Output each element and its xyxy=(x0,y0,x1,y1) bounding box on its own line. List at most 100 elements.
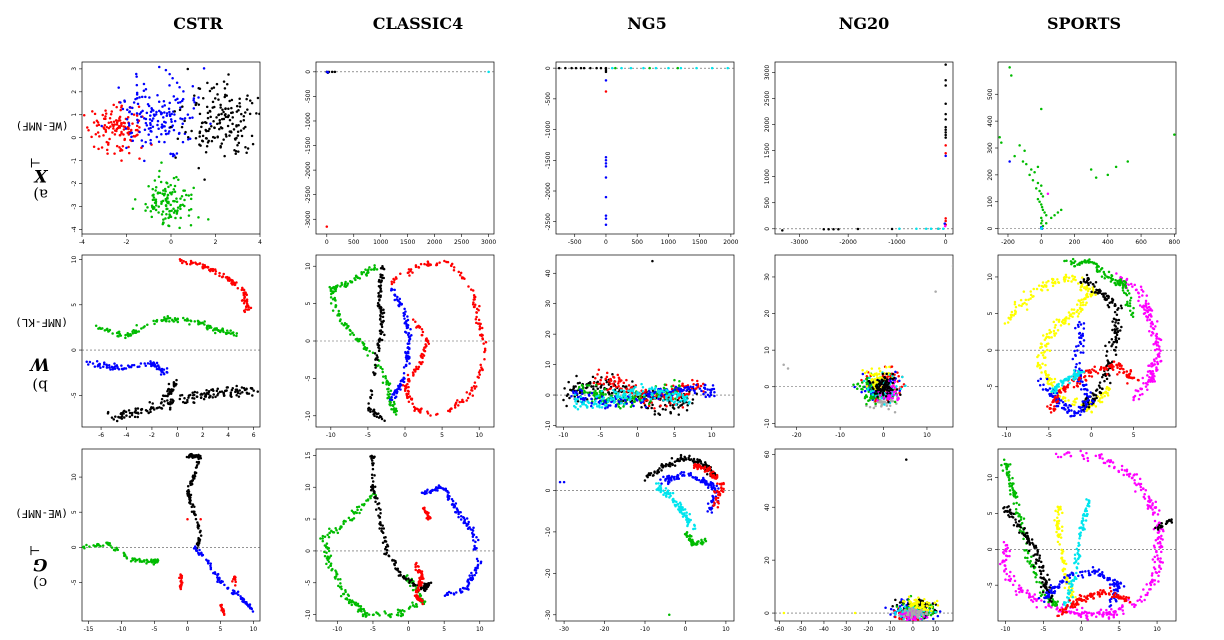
scatter-point xyxy=(105,363,108,367)
scatter-point xyxy=(1048,387,1052,390)
scatter-point xyxy=(879,394,882,397)
scatter-point xyxy=(1066,406,1070,409)
scatter-point xyxy=(881,388,885,392)
scatter-point xyxy=(868,376,871,380)
scatter-point xyxy=(589,382,592,385)
scatter-point xyxy=(144,95,147,99)
scatter-point xyxy=(405,319,408,323)
scatter-point xyxy=(934,290,937,293)
scatter-point xyxy=(109,544,112,547)
scatter-point xyxy=(145,124,149,127)
scatter-point xyxy=(1070,308,1074,311)
scatter-point xyxy=(201,263,205,266)
y-tick-label: -5 xyxy=(987,384,994,390)
scatter-point xyxy=(657,397,660,401)
scatter-point xyxy=(405,386,408,389)
scatter-point xyxy=(595,395,598,399)
scatter-point xyxy=(82,545,84,549)
scatter-point xyxy=(218,580,222,584)
scatter-point xyxy=(219,145,222,148)
scatter-point xyxy=(475,315,478,319)
scatter-point xyxy=(149,114,152,117)
scatter-point xyxy=(205,558,208,561)
scatter-point xyxy=(457,404,460,407)
scatter-point xyxy=(248,112,252,116)
y-tick-label: 500 xyxy=(764,197,771,209)
scatter-point xyxy=(1115,272,1118,275)
scatter-point xyxy=(424,343,427,346)
points-layer xyxy=(775,264,953,414)
scatter-point xyxy=(1098,291,1102,294)
scatter-point xyxy=(1051,384,1054,387)
scatter-point xyxy=(406,378,410,381)
scatter-point xyxy=(417,365,421,369)
scatter-point xyxy=(373,373,376,377)
scatter-point xyxy=(1150,334,1153,337)
x-tick-label: 2500 xyxy=(454,239,469,246)
scatter-point xyxy=(624,399,627,402)
scatter-point xyxy=(180,125,184,129)
scatter-point xyxy=(1036,165,1040,169)
scatter-point xyxy=(267,116,270,119)
scatter-point xyxy=(1081,303,1085,307)
scatter-point xyxy=(1039,377,1043,381)
scatter-point xyxy=(171,191,174,194)
scatter-point xyxy=(687,402,691,405)
scatter-point xyxy=(1052,380,1056,384)
scatter-point xyxy=(383,333,386,337)
scatter-point xyxy=(194,136,198,140)
scatter-point xyxy=(389,389,393,393)
y-tick-label: 400 xyxy=(987,115,994,127)
scatter-point xyxy=(246,94,249,97)
scatter-point xyxy=(1084,403,1088,406)
scatter-point xyxy=(130,413,134,417)
scatter-point xyxy=(602,402,605,405)
scatter-point xyxy=(239,597,243,601)
scatter-point xyxy=(135,114,139,117)
scatter-point xyxy=(672,401,676,404)
scatter-point xyxy=(1098,386,1102,389)
scatter-point xyxy=(123,137,127,141)
scatter-point xyxy=(419,262,423,266)
scatter-point xyxy=(1054,395,1057,399)
scatter-point xyxy=(160,370,163,373)
scatter-point xyxy=(360,272,364,276)
scatter-point xyxy=(1143,311,1147,315)
scatter-point xyxy=(191,475,195,478)
scatter-point xyxy=(159,111,163,114)
scatter-point xyxy=(172,207,175,210)
scatter-point xyxy=(1146,380,1150,383)
scatter-point xyxy=(237,593,240,597)
scatter-point xyxy=(157,100,161,104)
scatter-point xyxy=(144,87,148,91)
scatter-point xyxy=(483,357,486,361)
scatter-point xyxy=(1010,310,1014,314)
scatter-point xyxy=(101,113,105,117)
scatter-point xyxy=(414,265,418,269)
scatter-point xyxy=(191,391,194,395)
scatter-point xyxy=(412,373,415,376)
scatter-point xyxy=(469,288,473,291)
points-layer xyxy=(316,259,494,423)
scatter-point xyxy=(944,118,947,121)
scatter-point xyxy=(691,398,695,401)
scatter-point xyxy=(704,391,707,394)
scatter-point xyxy=(1053,280,1057,284)
scatter-point xyxy=(579,395,583,399)
scatter-point xyxy=(576,408,580,411)
scatter-point xyxy=(102,365,105,369)
scatter-point xyxy=(1153,363,1156,366)
scatter-point xyxy=(1136,378,1140,382)
scatter-point xyxy=(706,388,709,391)
scatter-point xyxy=(616,373,620,377)
scatter-point xyxy=(1062,395,1065,399)
scatter-point xyxy=(199,321,203,325)
x-tick-label: 0 xyxy=(604,239,608,246)
scatter-point xyxy=(178,205,182,208)
x-tick-label: 0 xyxy=(636,432,640,439)
scatter-point xyxy=(411,271,414,274)
scatter-point xyxy=(1057,320,1061,323)
scatter-point xyxy=(223,93,227,97)
scatter-point xyxy=(366,271,370,275)
scatter-point xyxy=(97,147,100,151)
